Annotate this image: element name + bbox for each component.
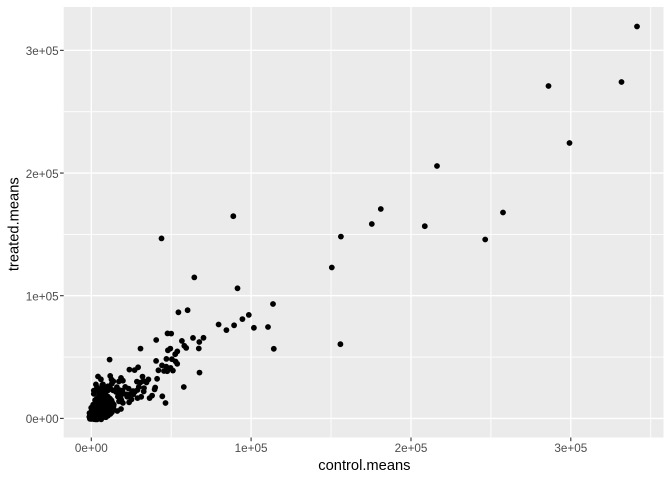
svg-text:0e+00: 0e+00 bbox=[26, 413, 59, 426]
svg-text:1e+05: 1e+05 bbox=[235, 442, 268, 455]
svg-text:control.means: control.means bbox=[318, 458, 410, 474]
svg-text:2e+05: 2e+05 bbox=[395, 442, 428, 455]
svg-text:1e+05: 1e+05 bbox=[26, 290, 59, 303]
svg-text:2e+05: 2e+05 bbox=[26, 168, 59, 181]
svg-text:0e+00: 0e+00 bbox=[75, 442, 108, 455]
svg-text:3e+05: 3e+05 bbox=[554, 442, 587, 455]
svg-text:3e+05: 3e+05 bbox=[26, 45, 59, 58]
svg-text:treated.means: treated.means bbox=[7, 177, 23, 271]
